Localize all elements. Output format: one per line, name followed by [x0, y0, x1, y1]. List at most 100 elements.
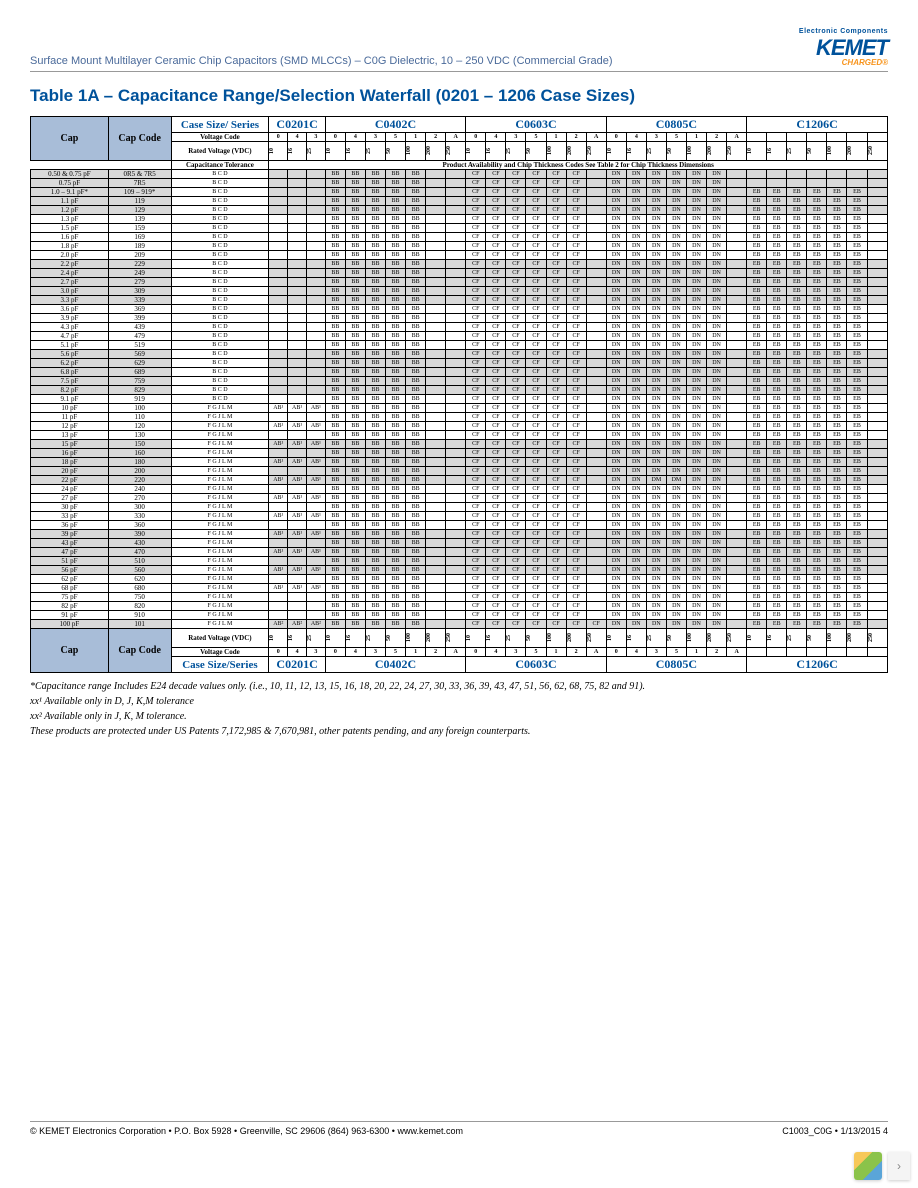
thickness-code: CF [486, 449, 506, 458]
thickness-code [288, 485, 307, 494]
thickness-code [446, 395, 466, 404]
thickness-code: BB [325, 593, 345, 602]
thickness-code: EB [767, 611, 787, 620]
thickness-code [586, 593, 606, 602]
thickness-code: AB¹ [288, 494, 307, 503]
thickness-code: DN [707, 350, 727, 359]
thickness-code [446, 485, 466, 494]
voltage-code-foot: 0 [606, 648, 626, 657]
rated-voltage-foot: 25 [365, 629, 385, 648]
thickness-code: DN [707, 188, 727, 197]
thickness-code: CF [546, 566, 566, 575]
thickness-code: BB [325, 521, 345, 530]
thickness-code: BB [406, 440, 426, 449]
next-page-button[interactable]: › [888, 1152, 910, 1180]
thickness-code: BB [386, 314, 406, 323]
thickness-code: BB [345, 197, 365, 206]
thickness-code [727, 350, 747, 359]
thickness-code: DN [606, 476, 626, 485]
thickness-code: EB [787, 224, 807, 233]
thickness-code [867, 269, 887, 278]
cap-value: 13 pF [31, 431, 109, 440]
cap-code: 119 [108, 197, 171, 206]
thickness-code [426, 485, 446, 494]
voltage-code-foot: A [586, 648, 606, 657]
thickness-code [269, 521, 288, 530]
thickness-code: CF [566, 251, 586, 260]
thickness-code: DN [666, 530, 686, 539]
thickness-code: EB [767, 314, 787, 323]
thickness-code: BB [406, 395, 426, 404]
thickness-code: CF [566, 404, 586, 413]
thickness-code: DN [606, 305, 626, 314]
thickness-code: CF [546, 260, 566, 269]
viewer-logo-icon[interactable] [854, 1152, 882, 1180]
thickness-code: DN [626, 467, 646, 476]
thickness-code [867, 431, 887, 440]
thickness-code: EB [827, 566, 847, 575]
thickness-code: EB [827, 359, 847, 368]
thickness-code: BB [406, 305, 426, 314]
thickness-code: DN [646, 242, 666, 251]
thickness-code [288, 296, 307, 305]
voltage-code-cell: A [446, 133, 466, 142]
thickness-code [586, 233, 606, 242]
thickness-code: EB [847, 251, 867, 260]
thickness-code: BB [365, 620, 385, 629]
thickness-code: DN [707, 269, 727, 278]
thickness-code [867, 260, 887, 269]
thickness-code [288, 332, 307, 341]
thickness-code: CF [506, 242, 526, 251]
rated-voltage-foot: 10 [606, 629, 626, 648]
cap-value: 27 pF [31, 494, 109, 503]
thickness-code: BB [386, 323, 406, 332]
cap-code: 129 [108, 206, 171, 215]
thickness-code: BB [365, 602, 385, 611]
col-tolerance: Capacitance Tolerance [171, 161, 269, 170]
thickness-code: EB [747, 404, 767, 413]
thickness-code: BB [365, 503, 385, 512]
thickness-code: EB [787, 368, 807, 377]
thickness-code: CF [526, 224, 546, 233]
thickness-code: CF [486, 215, 506, 224]
thickness-code: BB [325, 476, 345, 485]
thickness-code: CF [526, 206, 546, 215]
thickness-code [446, 521, 466, 530]
thickness-code: EB [767, 341, 787, 350]
thickness-code [306, 323, 325, 332]
thickness-code: DN [666, 602, 686, 611]
thickness-code [767, 179, 787, 188]
thickness-code: DN [626, 602, 646, 611]
tolerance: B C D [171, 242, 269, 251]
thickness-code: EB [767, 242, 787, 251]
thickness-code: EB [787, 476, 807, 485]
cap-code: 919 [108, 395, 171, 404]
rated-voltage-foot: 25 [646, 629, 666, 648]
thickness-code: CF [546, 305, 566, 314]
thickness-code: AB¹ [269, 476, 288, 485]
thickness-code: CF [486, 593, 506, 602]
thickness-code: DN [646, 566, 666, 575]
thickness-code: BB [345, 575, 365, 584]
thickness-code: BB [386, 197, 406, 206]
thickness-code: DN [606, 332, 626, 341]
thickness-code: CF [506, 395, 526, 404]
thickness-code: EB [787, 395, 807, 404]
thickness-code: CF [486, 368, 506, 377]
thickness-code: EB [807, 521, 827, 530]
thickness-code: EB [847, 350, 867, 359]
thickness-code: CF [486, 512, 506, 521]
thickness-code: DN [666, 413, 686, 422]
thickness-code [306, 431, 325, 440]
thickness-code: CF [466, 269, 486, 278]
voltage-code-cell: 2 [566, 133, 586, 142]
thickness-code [446, 350, 466, 359]
thickness-code: DN [707, 332, 727, 341]
voltage-code-foot: 3 [506, 648, 526, 657]
thickness-code [727, 215, 747, 224]
thickness-code [269, 575, 288, 584]
thickness-code: BB [406, 314, 426, 323]
thickness-code: BB [345, 458, 365, 467]
thickness-code: CF [506, 593, 526, 602]
thickness-code: CF [546, 611, 566, 620]
